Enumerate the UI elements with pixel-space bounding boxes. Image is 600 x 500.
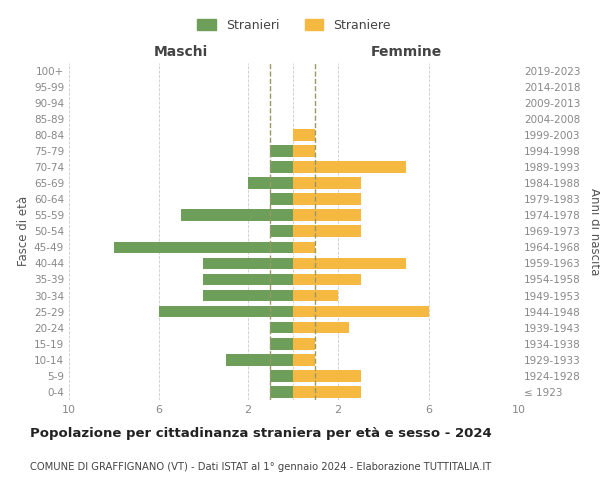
Bar — [293, 290, 338, 302]
Bar — [271, 370, 293, 382]
Bar — [271, 338, 293, 349]
Bar — [271, 322, 293, 334]
Bar — [293, 210, 361, 221]
Bar — [293, 338, 316, 349]
Bar — [271, 386, 293, 398]
Bar — [293, 145, 316, 156]
Bar — [293, 178, 361, 189]
Bar — [293, 370, 361, 382]
Bar — [181, 210, 293, 221]
Title: Maschi: Maschi — [154, 44, 208, 59]
Bar — [293, 306, 428, 318]
Bar — [248, 178, 293, 189]
Bar — [293, 322, 349, 334]
Y-axis label: Fasce di età: Fasce di età — [17, 196, 30, 266]
Title: Femmine: Femmine — [370, 44, 442, 59]
Bar — [203, 274, 293, 285]
Bar — [293, 194, 361, 205]
Bar — [271, 145, 293, 156]
Bar — [203, 290, 293, 302]
Bar — [158, 306, 293, 318]
Bar — [293, 274, 361, 285]
Y-axis label: Anni di nascita: Anni di nascita — [587, 188, 600, 275]
Bar — [293, 354, 316, 366]
Bar — [293, 386, 361, 398]
Bar — [293, 129, 316, 140]
Bar — [271, 194, 293, 205]
Bar — [271, 161, 293, 172]
Text: COMUNE DI GRAFFIGNANO (VT) - Dati ISTAT al 1° gennaio 2024 - Elaborazione TUTTIT: COMUNE DI GRAFFIGNANO (VT) - Dati ISTAT … — [30, 462, 491, 472]
Bar — [293, 161, 406, 172]
Text: Popolazione per cittadinanza straniera per età e sesso - 2024: Popolazione per cittadinanza straniera p… — [30, 428, 492, 440]
Bar — [293, 258, 406, 269]
Legend: Stranieri, Straniere: Stranieri, Straniere — [192, 14, 396, 37]
Bar — [114, 242, 293, 253]
Bar — [203, 258, 293, 269]
Bar — [293, 226, 361, 237]
Bar — [271, 226, 293, 237]
Bar — [293, 242, 316, 253]
Bar — [226, 354, 293, 366]
